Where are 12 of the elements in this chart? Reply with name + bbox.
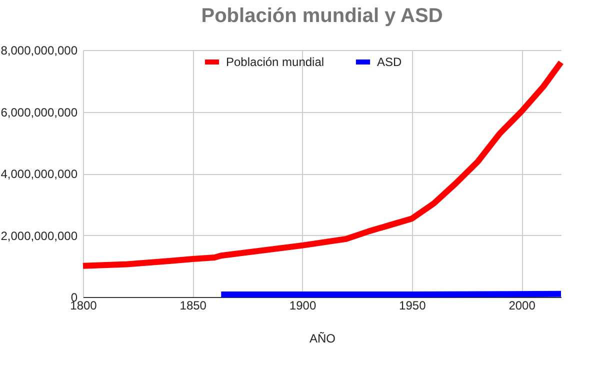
legend-label: ASD <box>377 55 402 69</box>
x-tick-label: 1850 <box>180 298 207 312</box>
chart-title: Población mundial y ASD <box>201 5 443 27</box>
y-tick-label: 6,000,000,000 <box>0 105 78 120</box>
y-tick-label: 2,000,000,000 <box>0 228 78 243</box>
x-tick-label: 1950 <box>399 298 426 312</box>
x-axis-title: AÑO <box>309 332 336 346</box>
legend-label: Población mundial <box>226 55 324 69</box>
y-tick-label: 8,000,000,000 <box>0 44 78 58</box>
y-tick-label: 4,000,000,000 <box>0 167 78 181</box>
x-tick-label: 2000 <box>508 298 536 312</box>
x-tick-label: 1900 <box>289 298 316 312</box>
